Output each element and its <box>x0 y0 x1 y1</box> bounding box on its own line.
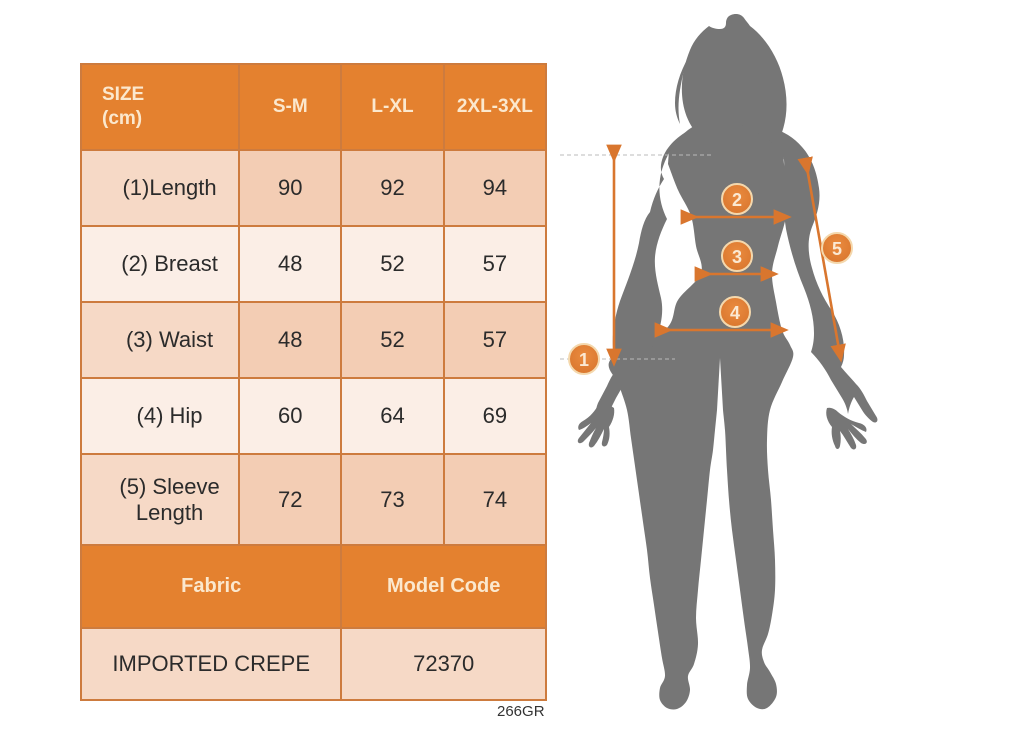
svg-text:4: 4 <box>730 303 740 323</box>
svg-text:1: 1 <box>579 350 589 370</box>
svg-text:2: 2 <box>732 190 742 210</box>
svg-text:3: 3 <box>732 247 742 267</box>
svg-text:5: 5 <box>832 239 842 259</box>
